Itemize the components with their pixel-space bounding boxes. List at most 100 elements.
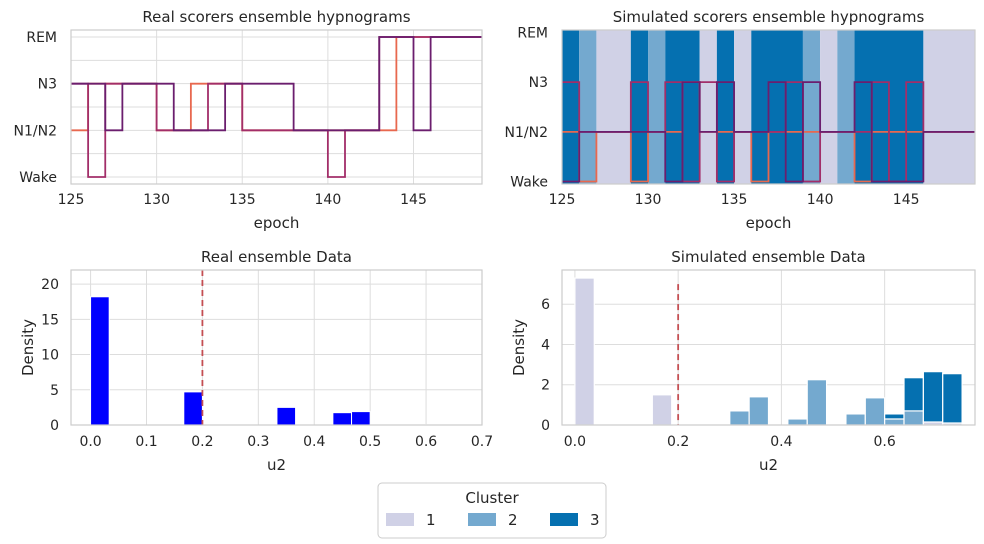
x-tick-label: 125 bbox=[549, 192, 576, 208]
hypnogram-line bbox=[71, 36, 482, 132]
cluster-band bbox=[802, 30, 821, 184]
panel-real-histogram: 0.0 0.1 0.2 0.3 0.4 0.5 0.6 0.7 0 5 10 15 20 Real ens… bbox=[19, 248, 493, 474]
histogram-bar bbox=[276, 406, 297, 426]
x-tick-label: 0.2 bbox=[191, 434, 213, 450]
x-tick-label: 140 bbox=[315, 192, 342, 208]
histogram-bar bbox=[90, 296, 110, 426]
y-tick-label: 15 bbox=[41, 312, 59, 328]
chart-title: Real scorers ensemble hypnograms bbox=[142, 8, 410, 26]
cluster-band bbox=[630, 30, 649, 184]
plot-frame bbox=[561, 269, 976, 426]
legend: Cluster 1 2 3 bbox=[377, 482, 607, 539]
histogram-bar bbox=[903, 410, 924, 426]
y-tick-label: 2 bbox=[541, 378, 550, 394]
cluster-band bbox=[596, 30, 631, 184]
histogram-bar bbox=[351, 411, 371, 426]
histogram-bar bbox=[864, 397, 886, 426]
cluster-band bbox=[923, 30, 975, 184]
legend-label-2: 2 bbox=[508, 511, 518, 529]
y-tick-label: 10 bbox=[41, 348, 59, 364]
histogram-bar bbox=[748, 396, 770, 426]
histogram-bar bbox=[806, 379, 828, 426]
y-axis-label: Density bbox=[19, 319, 37, 376]
histogram-bar bbox=[884, 418, 905, 426]
panel-simulated-hypnograms: 125 130 135 140 145 Wake N1/N2 N3 REM Simulated s… bbox=[505, 8, 976, 232]
x-axis-label: u2 bbox=[267, 456, 286, 474]
legend-item-2: 2 bbox=[468, 511, 518, 529]
chart-title: Simulated scorers ensemble hypnograms bbox=[613, 8, 925, 26]
histogram-bar bbox=[729, 410, 750, 426]
cluster-band bbox=[562, 30, 580, 184]
legend-label-1: 1 bbox=[426, 511, 436, 529]
y-tick-label: REM bbox=[517, 25, 548, 41]
x-tick-label: 145 bbox=[400, 192, 427, 208]
y-tick-label: N1/N2 bbox=[505, 125, 548, 141]
legend-title: Cluster bbox=[465, 489, 519, 507]
histogram-bar bbox=[787, 418, 808, 426]
legend-swatch-1 bbox=[386, 513, 414, 526]
x-tick-label: 130 bbox=[143, 192, 170, 208]
histogram-bar bbox=[651, 394, 673, 426]
x-tick-label: 0.2 bbox=[667, 434, 689, 450]
cluster-band bbox=[716, 30, 735, 184]
cluster-band bbox=[648, 30, 666, 184]
plot-frame bbox=[70, 269, 483, 426]
y-tick-label: N3 bbox=[529, 75, 548, 91]
y-tick-label: N1/N2 bbox=[14, 123, 57, 139]
x-tick-label: 0.6 bbox=[874, 434, 896, 450]
y-tick-label: N3 bbox=[38, 77, 57, 93]
x-tick-label: 140 bbox=[807, 192, 834, 208]
x-axis-label: epoch bbox=[746, 214, 792, 232]
y-tick-label: Wake bbox=[19, 170, 57, 186]
chart-title: Real ensemble Data bbox=[201, 248, 352, 266]
histogram-bar bbox=[922, 371, 944, 423]
y-tick-label: REM bbox=[26, 30, 57, 46]
x-tick-label: 0.4 bbox=[303, 434, 325, 450]
cluster-band bbox=[699, 30, 717, 184]
hypnogram-line bbox=[562, 81, 975, 183]
x-tick-label: 135 bbox=[721, 192, 748, 208]
x-tick-label: 135 bbox=[229, 192, 256, 208]
histogram-bar bbox=[845, 413, 866, 426]
x-tick-label: 145 bbox=[893, 192, 920, 208]
panel-simulated-histogram: 0.0 0.2 0.4 0.6 0 2 4 6 Simulated ensemble Data u… bbox=[510, 248, 976, 474]
x-tick-label: 0.5 bbox=[359, 434, 381, 450]
legend-item-1: 1 bbox=[386, 511, 436, 529]
x-tick-label: 0.6 bbox=[415, 434, 437, 450]
panel-real-hypnograms: 125 130 135 140 145 Wake N1/N2 N3 REM Real scorer… bbox=[14, 8, 483, 232]
x-tick-label: 125 bbox=[58, 192, 85, 208]
x-axis-label: epoch bbox=[254, 214, 300, 232]
x-tick-label: 0.0 bbox=[564, 434, 586, 450]
cluster-band bbox=[751, 30, 803, 184]
y-tick-label: 0 bbox=[541, 418, 550, 434]
legend-item-3: 3 bbox=[550, 511, 600, 529]
y-tick-label: Wake bbox=[510, 175, 548, 191]
legend-swatch-2 bbox=[468, 513, 496, 526]
histogram-bar bbox=[574, 277, 595, 426]
y-tick-label: 4 bbox=[541, 337, 550, 353]
cluster-band bbox=[820, 30, 838, 184]
histogram-bar bbox=[903, 377, 924, 412]
x-tick-label: 0.1 bbox=[135, 434, 157, 450]
y-axis-label: Density bbox=[510, 319, 528, 376]
legend-swatch-3 bbox=[550, 513, 578, 526]
cluster-band bbox=[579, 30, 597, 184]
y-tick-label: 20 bbox=[41, 277, 59, 293]
x-tick-label: 0.3 bbox=[247, 434, 269, 450]
histogram-bar bbox=[884, 413, 905, 420]
cluster-band bbox=[837, 30, 855, 184]
histogram-bar bbox=[942, 373, 963, 424]
histogram-bar bbox=[183, 391, 203, 426]
plot-frame bbox=[561, 29, 976, 185]
legend-label-3: 3 bbox=[590, 511, 600, 529]
chart-title: Simulated ensemble Data bbox=[671, 248, 865, 266]
y-tick-label: 0 bbox=[50, 418, 59, 434]
x-tick-label: 130 bbox=[635, 192, 662, 208]
hypnogram-line bbox=[562, 81, 975, 183]
y-tick-label: 5 bbox=[50, 383, 59, 399]
y-tick-label: 6 bbox=[541, 297, 550, 313]
histogram-bar bbox=[332, 412, 352, 426]
cluster-band bbox=[734, 30, 752, 184]
plot-frame bbox=[70, 29, 483, 185]
